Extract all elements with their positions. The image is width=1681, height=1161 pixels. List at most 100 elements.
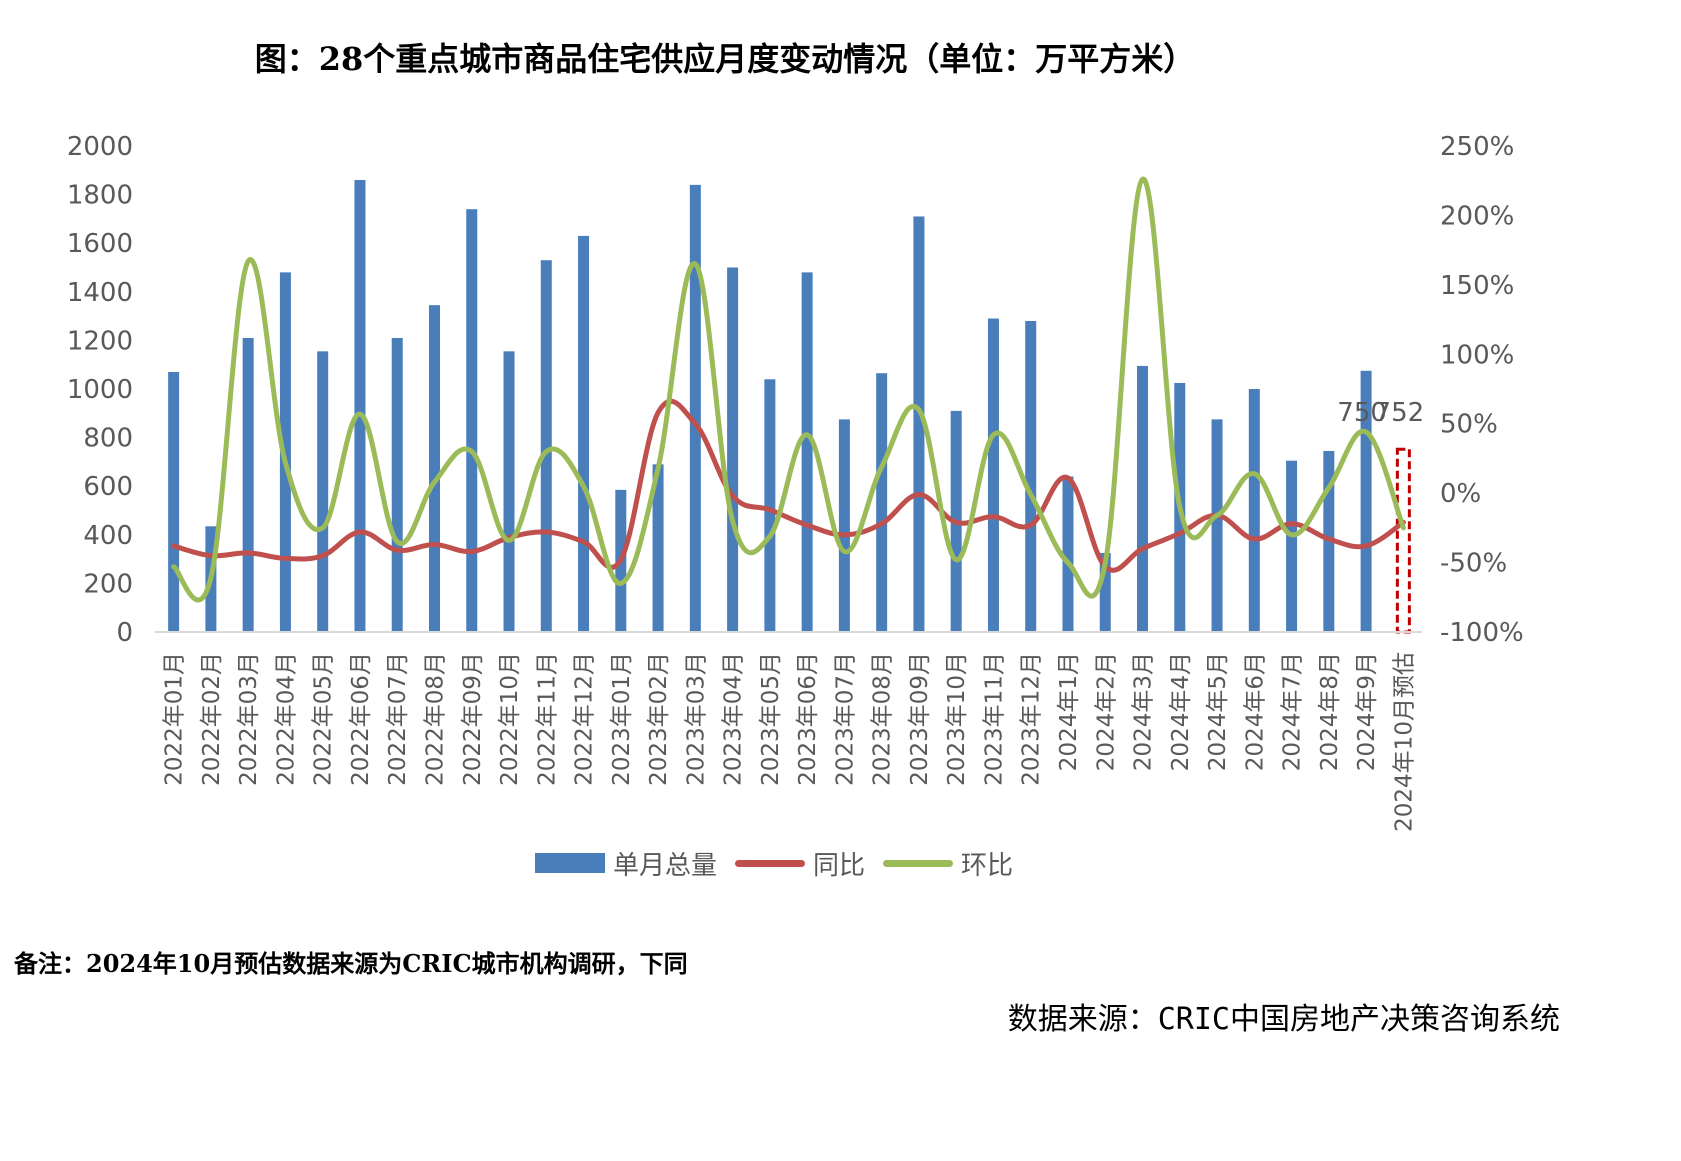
bar-19 (838, 419, 850, 632)
x-tick-label: 2023年10月 (944, 652, 970, 786)
source-note: 数据来源：CRIC中国房地产决策咨询系统 (1007, 1002, 1560, 1037)
y-right-tick-label: 150% (1440, 271, 1514, 301)
bar-6 (354, 180, 366, 632)
x-tick-label: 2024年1月 (1056, 652, 1082, 771)
bar-21 (913, 216, 925, 632)
bar-30 (1248, 389, 1260, 632)
y-left-tick-label: 2000 (67, 132, 133, 162)
x-tick-label: 2022年09月 (460, 652, 486, 786)
x-tick-label: 2023年08月 (870, 652, 896, 786)
y-left-tick-label: 1800 (67, 181, 133, 211)
legend-label-bar: 单月总量 (613, 850, 718, 881)
y-right-tick-label: -50% (1440, 549, 1507, 579)
x-tick-label: 2024年10月预估 (1391, 652, 1417, 832)
bar-series (168, 180, 1372, 632)
footnote: 备注：2024年10月预估数据来源为CRIC城市机构调研，下同 (14, 949, 688, 978)
x-tick-label: 2022年10月 (497, 652, 523, 786)
legend-item-mom: 环比 (883, 845, 1013, 882)
x-tick-label: 2024年5月 (1205, 652, 1231, 771)
legend-swatch-bar (535, 853, 605, 873)
x-tick-label: 2023年02月 (646, 652, 672, 786)
x-tick-label: 2023年04月 (721, 652, 747, 786)
bar-1 (168, 371, 180, 632)
bar-16 (727, 267, 739, 632)
x-tick-label: 2022年06月 (348, 652, 374, 786)
forecast-bar (1395, 447, 1411, 634)
x-tick-label: 2024年3月 (1131, 652, 1157, 771)
x-tick-label: 2023年01月 (609, 652, 635, 786)
bar-9 (466, 209, 478, 632)
x-tick-label: 2023年03月 (683, 652, 709, 786)
line-series (171, 176, 1406, 603)
bar-20 (876, 373, 888, 632)
bar-10 (503, 351, 515, 632)
bar-11 (540, 260, 552, 632)
y-left-tick-label: 600 (83, 472, 133, 502)
y-left-tick-label: 400 (83, 521, 133, 551)
legend: 单月总量 同比 环比 (535, 845, 1013, 882)
y-left-tick-label: 1400 (67, 278, 133, 308)
x-tick-label: 2024年9月 (1354, 652, 1380, 771)
y-right-tick-label: 200% (1440, 201, 1514, 231)
chart-area: 0 200 400 600 800 1000 1200 1400 1600 1800 2000 -1… (67, 132, 1524, 832)
bar-14 (652, 464, 664, 632)
x-tick-label: 2024年7月 (1280, 652, 1306, 771)
y-right-tick-label: -100% (1440, 618, 1524, 648)
bar-18 (801, 272, 813, 632)
bar-31 (1286, 460, 1298, 632)
legend-item-yoy: 同比 (735, 845, 865, 882)
x-tick-label: 2022年03月 (236, 652, 262, 786)
legend-swatch-mom (883, 859, 954, 867)
bar-29 (1211, 419, 1223, 632)
bar-23 (987, 318, 999, 632)
bar-12 (578, 235, 590, 632)
bar-8 (428, 305, 440, 632)
x-tick-label: 2023年09月 (907, 652, 933, 786)
legend-label-yoy: 同比 (813, 850, 866, 881)
y-right-tick-label: 250% (1440, 132, 1514, 162)
y-right-tick-label: 100% (1440, 340, 1514, 370)
legend-label-mom: 环比 (961, 850, 1014, 881)
chart-title: 图：28个重点城市商品住宅供应月度变动情况（单位：万平方米） (254, 40, 1196, 78)
y-left-tick-label: 800 (83, 424, 133, 454)
legend-item-bar: 单月总量 (535, 845, 717, 882)
bar-15 (689, 184, 701, 632)
x-tick-label: 2024年8月 (1317, 652, 1343, 771)
mom-line (171, 176, 1406, 603)
x-tick-label: 2022年12月 (572, 652, 598, 786)
x-tick-label: 2022年05月 (311, 652, 337, 786)
y-right-tick-label: 0% (1440, 479, 1481, 509)
x-tick-label: 2023年12月 (1019, 652, 1045, 786)
x-tick-label: 2024年2月 (1093, 652, 1119, 771)
bar-5 (317, 351, 329, 632)
x-tick-label: 2023年05月 (758, 652, 784, 786)
x-axis: 2022年01月 2022年02月 2022年03月 2022年04月 2022年05月… (162, 652, 1418, 832)
bar-17 (764, 379, 776, 632)
x-tick-label: 2022年08月 (423, 652, 449, 786)
y-left-tick-label: 200 (83, 569, 133, 599)
bar-33 (1360, 370, 1372, 632)
data-label: 752 (1375, 398, 1425, 428)
x-tick-label: 2022年01月 (162, 652, 188, 786)
bar-27 (1137, 365, 1149, 632)
x-tick-label: 2024年6月 (1242, 652, 1268, 771)
bar-26 (1099, 553, 1111, 632)
bar-3 (242, 337, 254, 632)
bar-25 (1062, 476, 1074, 632)
y-left-tick-label: 1600 (67, 229, 133, 259)
x-tick-label: 2022年02月 (199, 652, 225, 786)
y-left-tick-label: 1200 (67, 326, 133, 356)
bar-24 (1025, 320, 1037, 632)
y-left-tick-label: 0 (116, 618, 133, 648)
y-right-tick-label: 50% (1440, 410, 1498, 440)
data-label: 750 (1337, 398, 1387, 428)
x-tick-label: 2023年07月 (832, 652, 858, 786)
bar-7 (391, 337, 403, 632)
y-left-tick-label: 1000 (67, 375, 133, 405)
legend-swatch-yoy (735, 859, 806, 867)
y-axis-left: 0 200 400 600 800 1000 1200 1400 1600 1800 2000 (67, 132, 133, 648)
x-tick-label: 2023年11月 (982, 652, 1008, 786)
x-tick-label: 2024年4月 (1168, 652, 1194, 771)
x-tick-label: 2022年07月 (385, 652, 411, 786)
